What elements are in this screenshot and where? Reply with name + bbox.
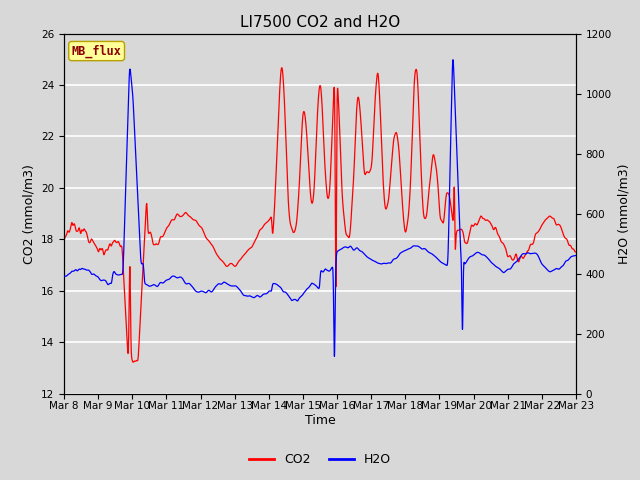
Y-axis label: CO2 (mmol/m3): CO2 (mmol/m3)	[22, 164, 35, 264]
X-axis label: Time: Time	[305, 414, 335, 427]
Text: MB_flux: MB_flux	[72, 44, 122, 58]
Title: LI7500 CO2 and H2O: LI7500 CO2 and H2O	[240, 15, 400, 30]
Legend: CO2, H2O: CO2, H2O	[244, 448, 396, 471]
Y-axis label: H2O (mmol/m3): H2O (mmol/m3)	[618, 163, 630, 264]
